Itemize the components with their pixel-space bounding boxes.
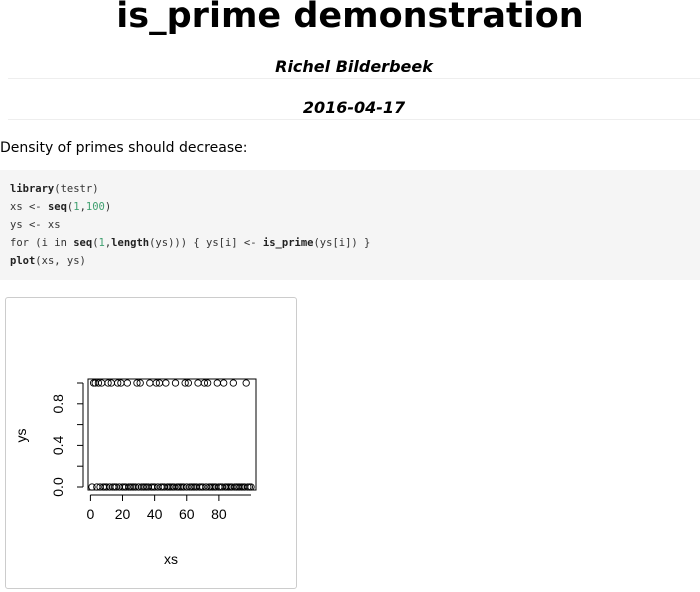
- data-point: [229, 379, 237, 387]
- code-line-5: plot(xs, ys): [10, 255, 86, 267]
- code-line-1: library(testr): [10, 183, 99, 195]
- plot-figure: 0 20 40 60 80 0.0 0.4 0.8 xs ys: [5, 297, 297, 589]
- data-point: [220, 379, 228, 387]
- data-point: [200, 379, 209, 387]
- data-point: [88, 483, 96, 491]
- x-tick-label: 20: [115, 506, 131, 522]
- data-point: [94, 379, 103, 387]
- code-line-4: for (i in seq(1,length(ys))) { ys[i] <- …: [10, 237, 371, 249]
- intro-paragraph: Density of primes should decrease:: [0, 140, 248, 156]
- data-point: [213, 379, 221, 387]
- page-title: is_prime demonstration: [116, 0, 584, 36]
- x-tick-label: 60: [179, 506, 195, 522]
- code-line-2: xs <- seq(1,100): [10, 201, 112, 213]
- code-block: library(testr) xs <- seq(1,100) ys <- xs…: [0, 170, 700, 280]
- data-point: [146, 379, 154, 387]
- data-point: [184, 379, 193, 387]
- code-line-3: ys <- xs: [10, 219, 61, 231]
- y-tick-label: 0.8: [50, 394, 66, 414]
- data-point: [203, 379, 212, 387]
- x-axis-label: xs: [164, 551, 178, 567]
- scatter-plot: 0 20 40 60 80 0.0 0.4 0.8 xs ys: [13, 378, 257, 567]
- x-tick-label: 0: [86, 506, 94, 522]
- data-point: [114, 379, 122, 387]
- data-point: [194, 379, 202, 387]
- data-point: [133, 379, 141, 387]
- document-date: 2016-04-17: [8, 97, 700, 120]
- data-point: [152, 379, 160, 387]
- y-tick-label: 0.4: [50, 435, 66, 455]
- data-point: [104, 379, 112, 387]
- data-point: [162, 379, 170, 387]
- data-point: [171, 379, 180, 387]
- data-point: [242, 379, 250, 387]
- y-tick-label: 0.0: [50, 477, 66, 497]
- x-tick-label: 80: [211, 506, 227, 522]
- data-point: [123, 379, 131, 387]
- x-tick-label: 40: [147, 506, 163, 522]
- data-point: [136, 379, 144, 387]
- y-axis-label: ys: [13, 429, 29, 443]
- data-point: [181, 379, 189, 387]
- author-name: Richel Bilderbeek: [8, 56, 700, 79]
- plot-frame: [87, 378, 257, 491]
- data-point: [247, 483, 255, 491]
